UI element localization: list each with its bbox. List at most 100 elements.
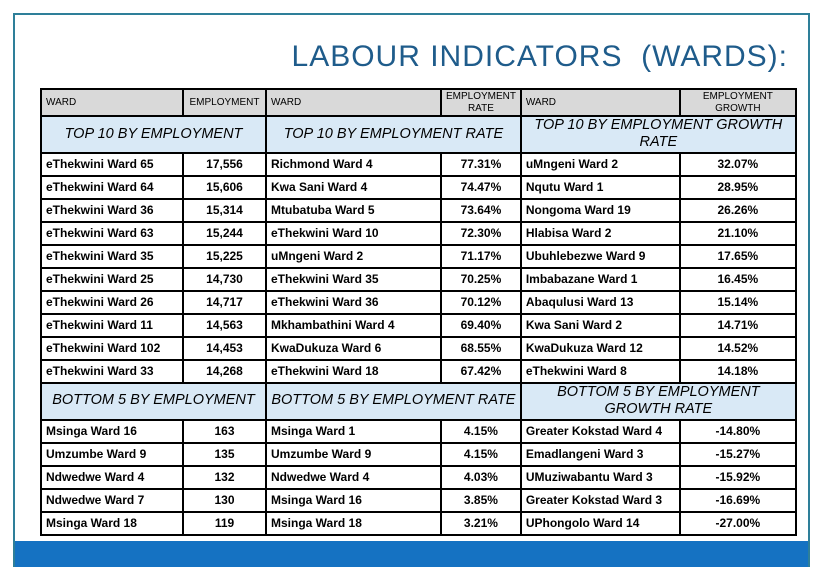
table-row: Ndwedwe Ward 4 132 Ndwedwe Ward 4 4.03% UMuz… <box>40 464 797 490</box>
column-header-value: EMPLOYMENT <box>182 88 267 117</box>
ward-cell: UMuziwabantu Ward 3 <box>519 464 681 490</box>
table-row: WARD EMPLOYMENT WARD EMPLOYMENT RATE WARD EMP… <box>40 88 797 117</box>
column-header-ward: WARD <box>265 88 442 117</box>
bottom-accent-bar <box>15 541 808 567</box>
ward-cell: Mkhambathini Ward 4 <box>265 312 442 338</box>
value-cell: -15.92% <box>678 464 797 490</box>
ward-cell: Ndwedwe Ward 7 <box>40 487 184 513</box>
value-cell: 14.71% <box>678 312 797 338</box>
value-cell: 163 <box>182 418 267 444</box>
value-cell: 26.26% <box>678 197 797 223</box>
table-row: eThekwini Ward 33 14,268 eThekwini Ward 18… <box>40 358 797 384</box>
value-cell: 15,225 <box>182 243 267 269</box>
section-title: BOTTOM 5 BY EMPLOYMENT GROWTH RATE <box>519 381 797 421</box>
section-title: TOP 10 BY EMPLOYMENT GROWTH RATE <box>519 115 797 154</box>
value-cell: 135 <box>182 441 267 467</box>
ward-cell: eThekwini Ward 18 <box>265 358 442 384</box>
value-cell: 119 <box>182 510 267 536</box>
value-cell: -14.80% <box>678 418 797 444</box>
ward-cell: Ndwedwe Ward 4 <box>40 464 184 490</box>
value-cell: 132 <box>182 464 267 490</box>
value-cell: 14,268 <box>182 358 267 384</box>
value-cell: 14,730 <box>182 266 267 292</box>
table-row: Ndwedwe Ward 7 130 Msinga Ward 16 3.85% Grea… <box>40 487 797 513</box>
ward-cell: Kwa Sani Ward 4 <box>265 174 442 200</box>
ward-cell: Emadlangeni Ward 3 <box>519 441 681 467</box>
ward-cell: eThekwini Ward 63 <box>40 220 184 246</box>
value-cell: 15,244 <box>182 220 267 246</box>
value-cell: 69.40% <box>440 312 522 338</box>
ward-cell: Greater Kokstad Ward 4 <box>519 418 681 444</box>
ward-cell: Ubuhlebezwe Ward 9 <box>519 243 681 269</box>
ward-cell: KwaDukuza Ward 6 <box>265 335 442 361</box>
value-cell: 71.17% <box>440 243 522 269</box>
section-title: BOTTOM 5 BY EMPLOYMENT <box>40 381 267 421</box>
value-cell: 77.31% <box>440 151 522 177</box>
value-cell: 70.12% <box>440 289 522 315</box>
column-header-ward: WARD <box>519 88 681 117</box>
value-cell: 70.25% <box>440 266 522 292</box>
ward-cell: Umzumbe Ward 9 <box>265 441 442 467</box>
value-cell: 3.85% <box>440 487 522 513</box>
value-cell: 21.10% <box>678 220 797 246</box>
value-cell: 14,453 <box>182 335 267 361</box>
value-cell: 32.07% <box>678 151 797 177</box>
ward-cell: Kwa Sani Ward 2 <box>519 312 681 338</box>
section-title: TOP 10 BY EMPLOYMENT RATE <box>265 115 522 154</box>
table-row: eThekwini Ward 65 17,556 Richmond Ward 4 77… <box>40 151 797 177</box>
ward-cell: eThekwini Ward 8 <box>519 358 681 384</box>
value-cell: 15.14% <box>678 289 797 315</box>
table-row: Msinga Ward 18 119 Msinga Ward 18 3.21% UPho… <box>40 510 797 536</box>
value-cell: 15,606 <box>182 174 267 200</box>
value-cell: 15,314 <box>182 197 267 223</box>
column-header-value: EMPLOYMENT GROWTH <box>678 88 797 117</box>
value-cell: 4.15% <box>440 418 522 444</box>
value-cell: 130 <box>182 487 267 513</box>
ward-cell: eThekwini Ward 10 <box>265 220 442 246</box>
ward-cell: eThekwini Ward 26 <box>40 289 184 315</box>
page-title: LABOUR INDICATORS (WARDS): <box>291 40 788 73</box>
ward-cell: Mtubatuba Ward 5 <box>265 197 442 223</box>
value-cell: 4.15% <box>440 441 522 467</box>
value-cell: 73.64% <box>440 197 522 223</box>
table-row: eThekwini Ward 64 15,606 Kwa Sani Ward 4 74… <box>40 174 797 200</box>
value-cell: 17.65% <box>678 243 797 269</box>
table-row: BOTTOM 5 BY EMPLOYMENT BOTTOM 5 BY EMPLOY… <box>40 381 797 421</box>
ward-cell: Umzumbe Ward 9 <box>40 441 184 467</box>
value-cell: 17,556 <box>182 151 267 177</box>
ward-cell: Msinga Ward 1 <box>265 418 442 444</box>
ward-cell: eThekwini Ward 65 <box>40 151 184 177</box>
value-cell: 28.95% <box>678 174 797 200</box>
table-row: Umzumbe Ward 9 135 Umzumbe Ward 9 4.15% Emad… <box>40 441 797 467</box>
value-cell: 4.03% <box>440 464 522 490</box>
value-cell: 72.30% <box>440 220 522 246</box>
ward-cell: Nongoma Ward 19 <box>519 197 681 223</box>
ward-cell: Nqutu Ward 1 <box>519 174 681 200</box>
value-cell: -15.27% <box>678 441 797 467</box>
ward-cell: eThekwini Ward 102 <box>40 335 184 361</box>
ward-cell: eThekwini Ward 11 <box>40 312 184 338</box>
value-cell: 68.55% <box>440 335 522 361</box>
section-title: BOTTOM 5 BY EMPLOYMENT RATE <box>265 381 522 421</box>
ward-cell: eThekwini Ward 33 <box>40 358 184 384</box>
table-row: eThekwini Ward 11 14,563 Mkhambathini Ward… <box>40 312 797 338</box>
value-cell: 67.42% <box>440 358 522 384</box>
ward-cell: UPhongolo Ward 14 <box>519 510 681 536</box>
value-cell: -27.00% <box>678 510 797 536</box>
table-row: eThekwini Ward 26 14,717 eThekwini Ward 36… <box>40 289 797 315</box>
ward-cell: KwaDukuza Ward 12 <box>519 335 681 361</box>
ward-cell: Ndwedwe Ward 4 <box>265 464 442 490</box>
ward-cell: eThekwini Ward 36 <box>40 197 184 223</box>
ward-cell: Richmond Ward 4 <box>265 151 442 177</box>
value-cell: 16.45% <box>678 266 797 292</box>
ward-cell: Msinga Ward 18 <box>40 510 184 536</box>
ward-cell: uMngeni Ward 2 <box>265 243 442 269</box>
section-title: TOP 10 BY EMPLOYMENT <box>40 115 267 154</box>
table-row: Msinga Ward 16 163 Msinga Ward 1 4.15% Great… <box>40 418 797 444</box>
ward-cell: Msinga Ward 18 <box>265 510 442 536</box>
value-cell: 14,563 <box>182 312 267 338</box>
ward-cell: Imbabazane Ward 1 <box>519 266 681 292</box>
ward-cell: Hlabisa Ward 2 <box>519 220 681 246</box>
column-header-value: EMPLOYMENT RATE <box>440 88 522 117</box>
